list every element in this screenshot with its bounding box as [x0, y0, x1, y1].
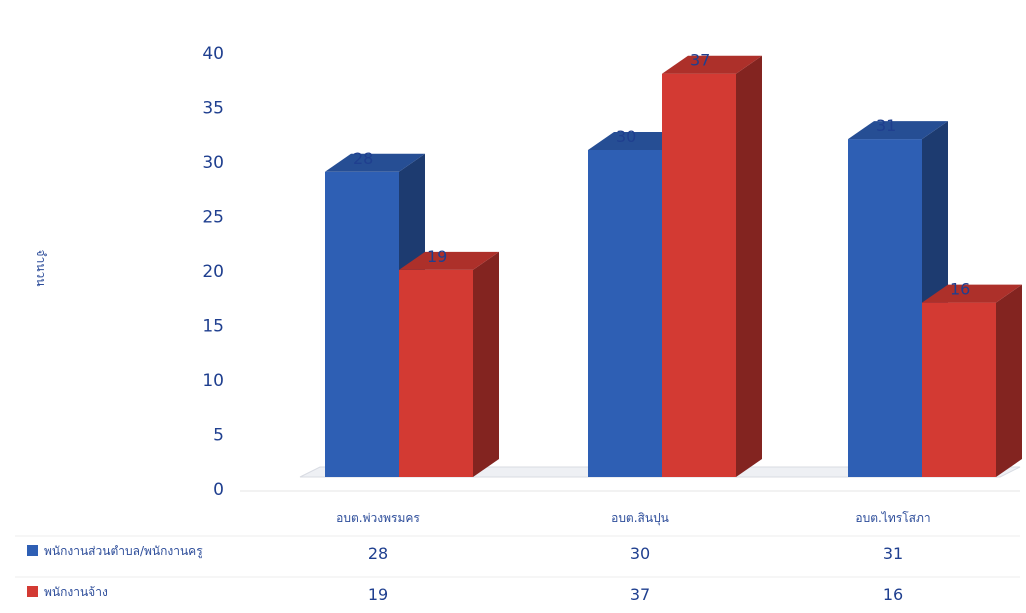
- y-tick-label: 40: [202, 44, 224, 64]
- legend-label: พนักงานส่วนตำบล/พนักงานครู: [44, 544, 203, 559]
- bar-top-contract-0: [399, 251, 499, 270]
- legend-label: พนักงานจ้าง: [44, 585, 108, 599]
- y-tick-label: 30: [202, 153, 224, 173]
- y-tick-label: 25: [202, 208, 224, 228]
- bar-top-contract-2: [922, 284, 1022, 303]
- bar-front-employee-2: [848, 139, 922, 477]
- data-label: 28: [353, 149, 373, 168]
- table-value: 19: [368, 585, 388, 604]
- data-label: 37: [690, 51, 710, 70]
- data-label: 31: [876, 116, 896, 135]
- bar-top-employee-0: [325, 153, 425, 172]
- table-value: 28: [368, 544, 388, 563]
- bar-top-contract-1: [662, 55, 762, 74]
- y-tick-label: 15: [202, 317, 224, 337]
- bar-front-employee-0: [325, 171, 399, 478]
- y-tick-label: 35: [202, 99, 224, 119]
- data-label: 19: [427, 247, 447, 266]
- y-tick-label: 10: [202, 371, 224, 391]
- y-axis-title: จำนวน: [34, 250, 48, 287]
- category-label: อบต.พ่วงพรมคร: [336, 511, 420, 525]
- bar-top-employee-2: [848, 121, 948, 140]
- data-label: 30: [616, 127, 636, 146]
- y-tick-label: 5: [213, 426, 224, 446]
- legend-swatch: [27, 586, 38, 597]
- y-tick-label: 20: [202, 262, 224, 282]
- bar-side-contract-1: [736, 55, 762, 477]
- bar-side-contract-0: [473, 251, 499, 477]
- legend-swatch: [27, 545, 38, 556]
- table-value: 30: [630, 544, 650, 563]
- table-value: 37: [630, 585, 650, 604]
- y-tick-label: 0: [213, 480, 224, 500]
- bar-front-employee-1: [588, 150, 662, 477]
- bar-front-contract-2: [922, 302, 996, 477]
- table-value: 16: [883, 585, 903, 604]
- bar-front-contract-0: [399, 269, 473, 477]
- bar-side-contract-2: [996, 284, 1022, 477]
- bar-front-contract-1: [662, 73, 736, 477]
- category-label: อบต.ไทรโสภา: [855, 511, 930, 525]
- table-value: 31: [883, 544, 903, 563]
- data-label: 16: [950, 280, 970, 299]
- category-label: อบต.สินปุน: [611, 511, 669, 526]
